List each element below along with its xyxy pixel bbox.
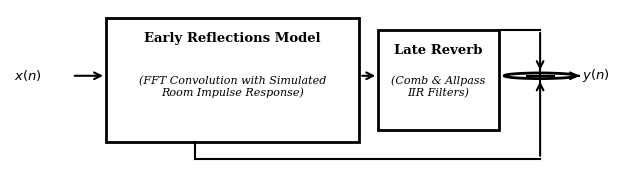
Text: $y(n)$: $y(n)$ <box>582 67 610 84</box>
Bar <box>378 30 498 130</box>
Bar <box>106 18 360 142</box>
Text: (FFT Convolution with Simulated
Room Impulse Response): (FFT Convolution with Simulated Room Imp… <box>139 76 326 98</box>
Ellipse shape <box>504 73 576 79</box>
Text: (Comb & Allpass
IIR Filters): (Comb & Allpass IIR Filters) <box>391 76 485 98</box>
Text: Late Reverb: Late Reverb <box>394 44 482 57</box>
Text: Early Reflections Model: Early Reflections Model <box>144 32 321 45</box>
Text: $x(n)$: $x(n)$ <box>14 68 42 83</box>
